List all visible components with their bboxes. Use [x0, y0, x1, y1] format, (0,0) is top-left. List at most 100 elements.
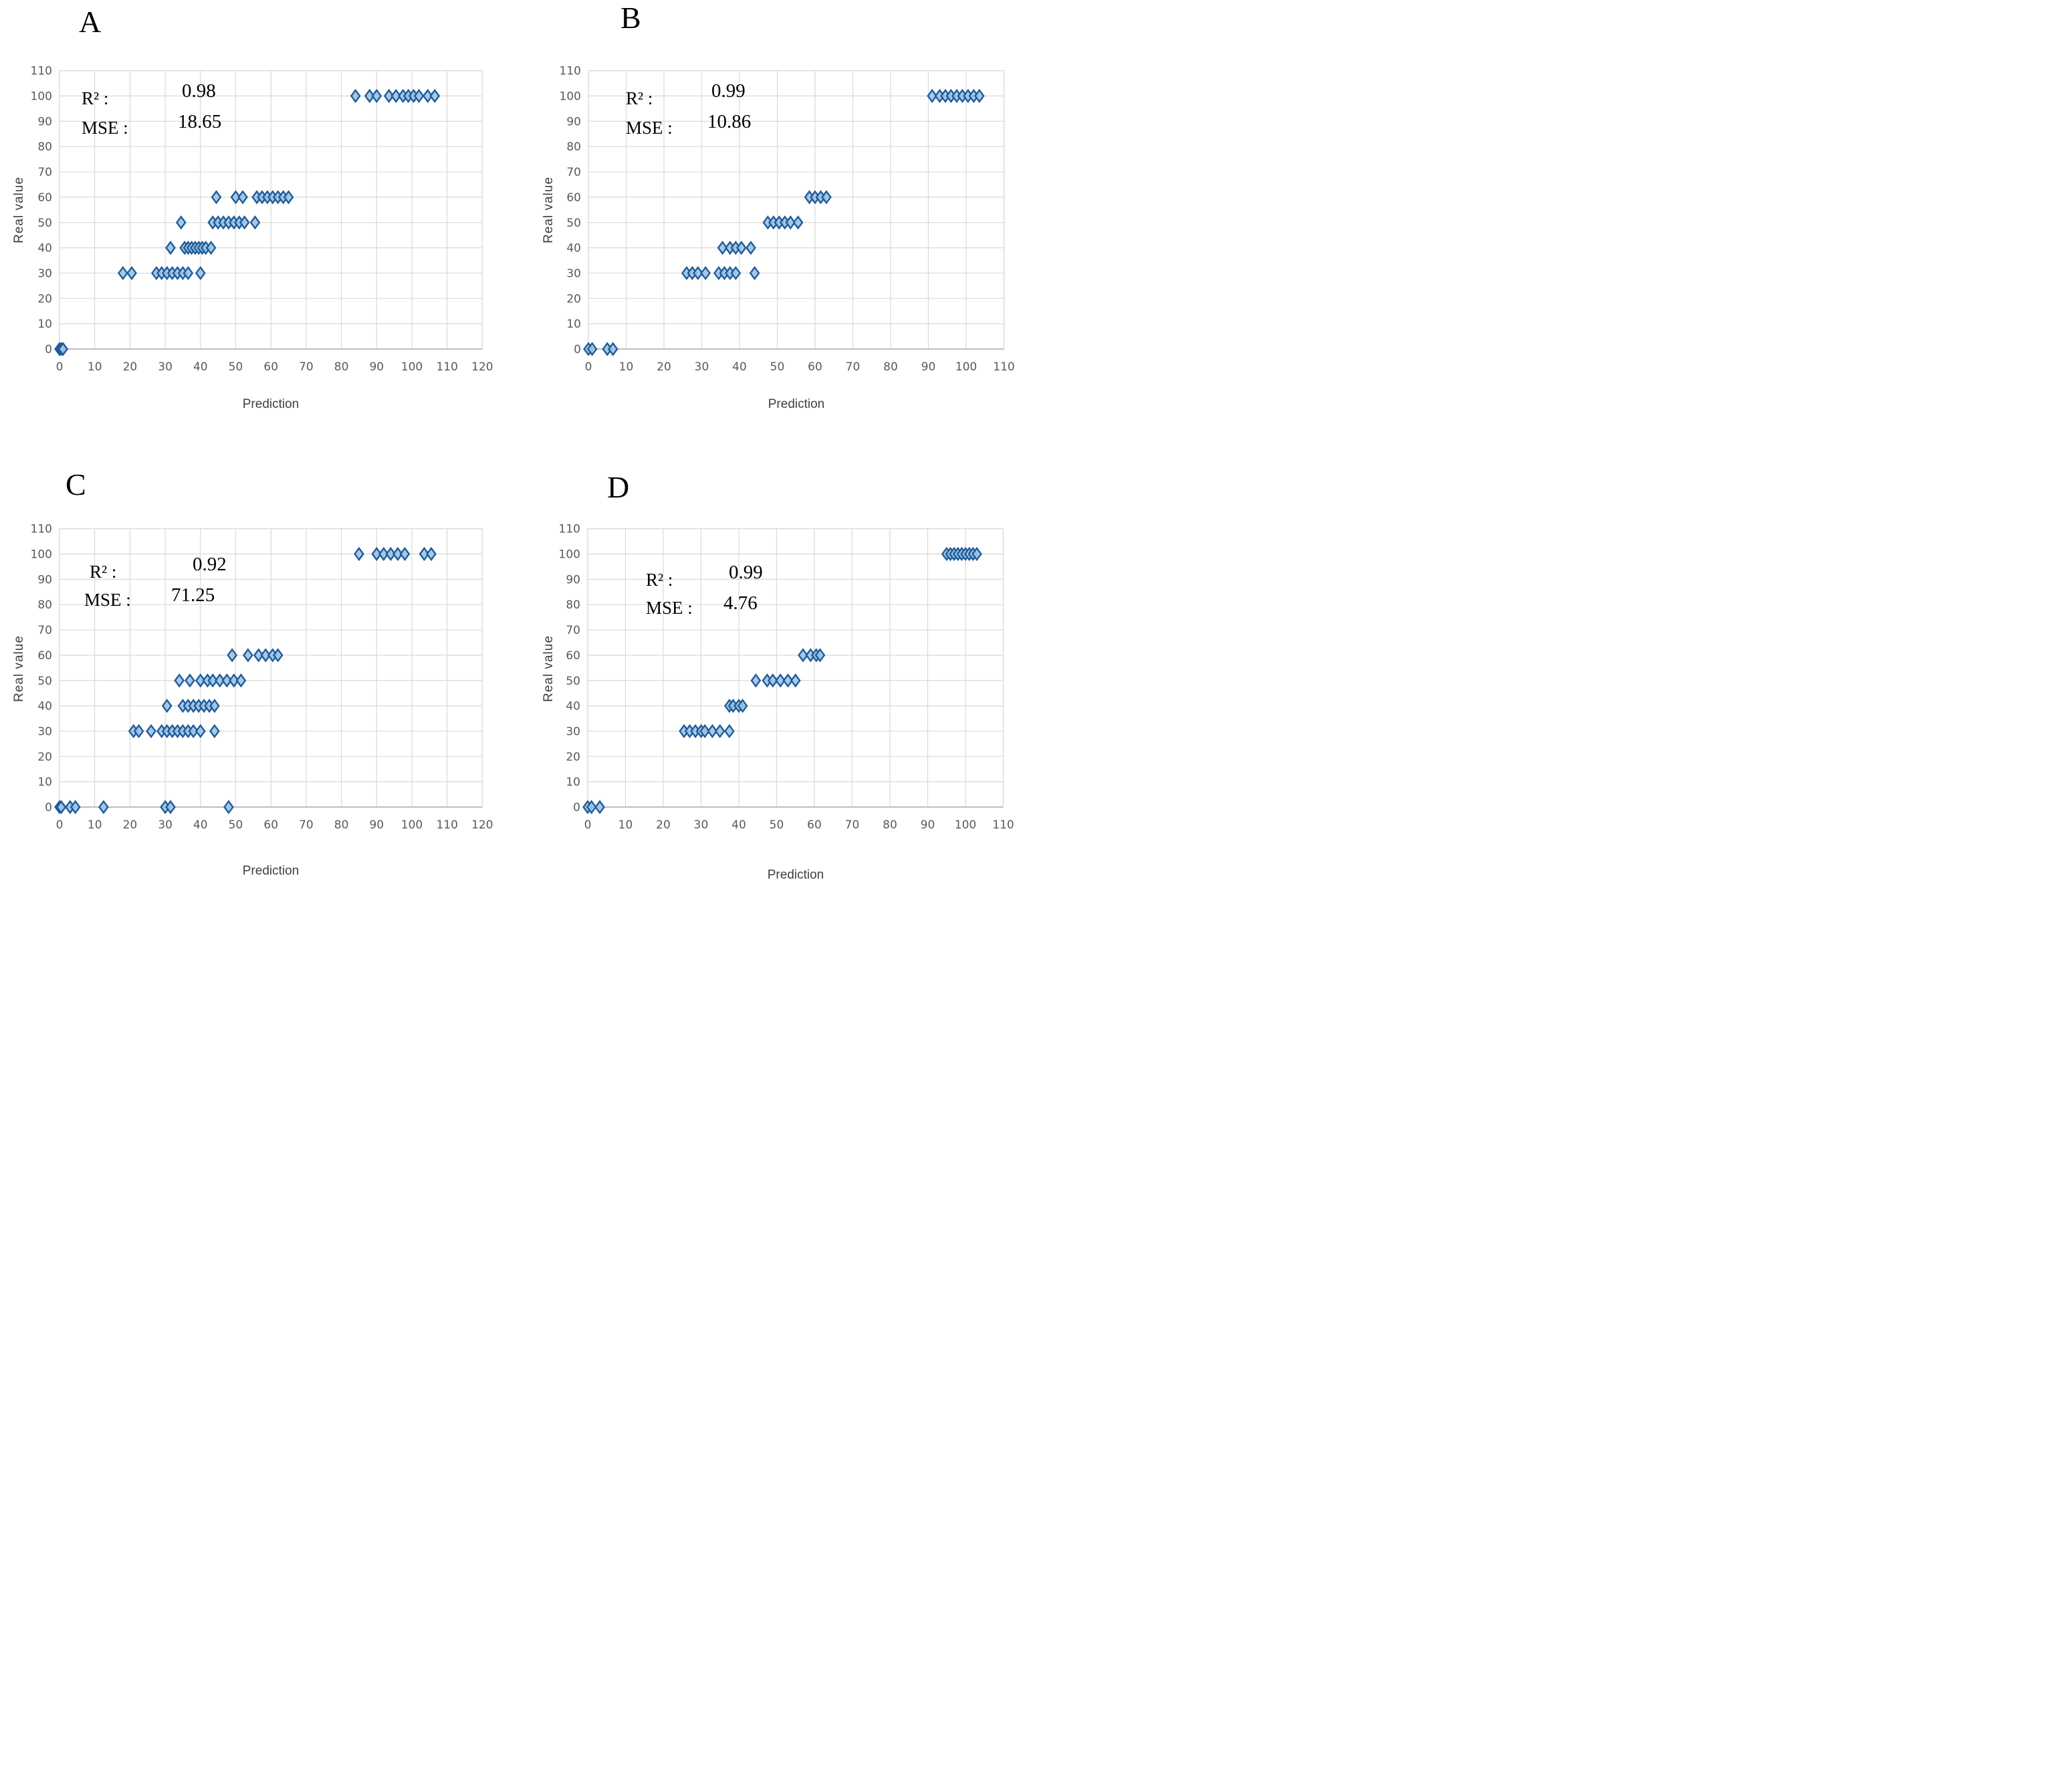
tick-label: 110 [993, 360, 1014, 374]
r2-label: R² : [82, 88, 109, 108]
tick-label: 100 [401, 818, 423, 832]
data-point-diamond [378, 546, 389, 562]
tick-label: 100 [401, 360, 423, 374]
data-point-diamond [385, 546, 396, 562]
panel-title: B [620, 1, 641, 35]
data-point-diamond [814, 648, 826, 663]
data-point-diamond [785, 215, 796, 230]
data-point-diamond [790, 673, 801, 688]
r2-label: R² : [90, 562, 117, 582]
tick-label: 20 [566, 292, 581, 306]
data-point-diamond [165, 240, 176, 255]
tick-label: 60 [566, 191, 581, 205]
tick-label: 20 [37, 292, 52, 306]
tick-label: 0 [574, 343, 581, 356]
tick-label: 90 [369, 360, 384, 374]
tick-label: 90 [921, 360, 936, 374]
tick-label: 40 [193, 818, 208, 832]
tick-label: 70 [845, 818, 860, 832]
data-point-diamond [188, 723, 199, 739]
tick-label: 50 [229, 818, 243, 832]
data-point-diamond [429, 88, 441, 104]
r2-label: R² : [646, 570, 673, 590]
data-point-diamond [775, 673, 786, 688]
tick-label: 40 [37, 242, 52, 255]
tick-label: 80 [37, 140, 52, 154]
data-point-diamond [70, 800, 81, 814]
tick-label: 30 [566, 267, 581, 280]
tick-label: 0 [45, 801, 52, 814]
x-axis-title: Prediction [242, 864, 300, 878]
tick-label: 60 [808, 360, 822, 374]
tick-label: 120 [471, 360, 493, 374]
tick-label: 80 [37, 598, 52, 612]
tick-label: 70 [566, 166, 581, 179]
data-point-diamond [586, 342, 598, 356]
data-point-diamond [227, 648, 238, 663]
tick-label: 100 [559, 548, 580, 562]
data-point-diamond [174, 673, 185, 688]
data-point-diamond [717, 240, 728, 255]
tick-label: 20 [37, 750, 52, 764]
data-point-diamond [399, 546, 411, 562]
tick-label: 50 [229, 360, 243, 374]
data-point-diamond [235, 673, 247, 688]
data-point-diamond [586, 800, 597, 814]
tick-label: 10 [619, 360, 634, 374]
data-point-diamond [364, 88, 375, 104]
tick-label: 80 [883, 818, 897, 832]
data-point-diamond [117, 265, 128, 281]
data-point-diamond [175, 215, 187, 230]
data-point-diamond [209, 723, 220, 739]
tick-label: 30 [566, 725, 580, 738]
data-point-diamond [792, 215, 804, 230]
data-point-diamond [230, 190, 241, 205]
plot-area-a: 0 10 20 30 40 50 60 70 80 90 100 110 0 10 20 30 40 50 60 70… [31, 65, 493, 374]
data-point-diamond [183, 265, 194, 281]
tick-label: 20 [123, 818, 138, 832]
tick-label: 80 [566, 140, 581, 154]
tick-label: 60 [807, 818, 822, 832]
data-point-diamond [55, 800, 67, 814]
data-point-diamond [782, 673, 794, 688]
data-point-diamond [211, 190, 222, 205]
y-axis-title: Real value [542, 177, 556, 243]
tick-label: 110 [31, 65, 52, 78]
tick-label: 70 [299, 818, 314, 832]
scatter-panel-b: B 0 10 20 30 40 50 60 70 80 90 100 110 0 10 20 30 40 50 60… [514, 0, 1027, 448]
x-axis-title: Prediction [768, 397, 825, 411]
tick-label: 0 [45, 343, 52, 356]
tick-label: 70 [566, 624, 580, 637]
tick-label: 30 [158, 360, 173, 374]
tick-label: 0 [584, 818, 592, 832]
mse-label: MSE : [646, 598, 693, 618]
tick-label: 60 [263, 360, 278, 374]
data-point-diamond [767, 673, 778, 688]
data-point-diamond [195, 265, 206, 281]
data-point-diamond [195, 723, 206, 739]
tick-label: 70 [37, 624, 52, 637]
data-point-diamond [927, 88, 938, 104]
data-point-diamond [221, 673, 233, 688]
tick-label: 40 [732, 360, 747, 374]
tick-label: 90 [566, 573, 580, 586]
tick-label: 70 [299, 360, 314, 374]
data-point-diamond [607, 342, 618, 356]
tick-label: 40 [731, 818, 746, 832]
data-point-diamond [392, 546, 403, 562]
tick-label: 50 [566, 675, 580, 688]
tick-label: 0 [573, 801, 580, 814]
tick-label: 40 [37, 700, 52, 713]
tick-label: 110 [436, 360, 457, 374]
tick-label: 110 [560, 65, 581, 78]
tick-label: 0 [585, 360, 592, 374]
data-point-diamond [126, 265, 137, 281]
data-point-diamond [798, 648, 808, 663]
tick-label: 10 [37, 776, 52, 789]
tick-label: 40 [566, 242, 581, 255]
y-axis-title: Real value [12, 635, 26, 702]
tick-label: 90 [369, 818, 384, 832]
data-point-diamond [214, 673, 225, 688]
tick-label: 20 [656, 818, 671, 832]
tick-label: 60 [37, 191, 52, 205]
